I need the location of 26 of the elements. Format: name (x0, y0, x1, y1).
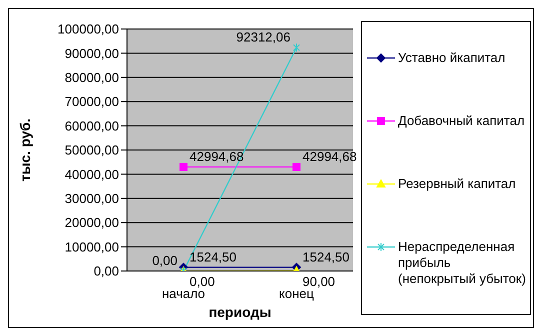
data-label: 90,00 (302, 274, 336, 289)
y-tick-label: 90000,00 (64, 46, 119, 61)
y-tick-label: 70000,00 (64, 94, 119, 110)
legend-label: Добавочный капитал (398, 112, 525, 128)
y-tick-label: 50000,00 (64, 142, 119, 158)
y-tick-label: 10000,00 (64, 239, 119, 254)
data-label: 0,00 (190, 274, 215, 289)
legend-label: Уставно йкапитал (398, 50, 506, 66)
x-tick-label: конец (279, 286, 315, 302)
y-tick-label: 80000,00 (64, 70, 119, 86)
y-axis-title: тыс. руб. (16, 118, 33, 182)
data-label: 1524,50 (190, 249, 236, 264)
y-tick-label: 40000,00 (64, 166, 119, 182)
y-tick-label: 30000,00 (64, 191, 119, 206)
y-tick-label: 100000,00 (58, 22, 119, 37)
data-label: 0,00 (152, 253, 178, 268)
data-label: 92312,06 (236, 30, 290, 45)
data-label: 1524,50 (302, 249, 350, 264)
y-tick-label: 60000,00 (64, 118, 119, 134)
legend-label: Нераспределенная прибыль (непокрытый убыток) (398, 238, 526, 286)
x-tick-label: начало (162, 286, 206, 302)
data-label: 42994,68 (302, 148, 357, 164)
x-axis-title: периоды (208, 304, 272, 320)
y-tick-label: 20000,00 (64, 215, 119, 230)
y-tick-label: 0,00 (94, 264, 119, 279)
legend-label: Резервный капитал (398, 176, 516, 192)
